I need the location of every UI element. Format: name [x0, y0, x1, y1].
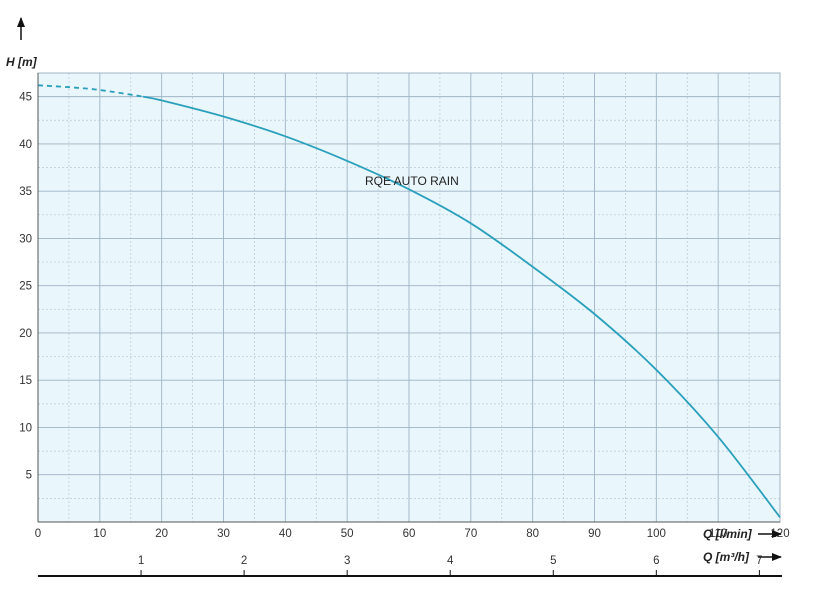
y-tick-label: 25 [19, 281, 32, 293]
x2-tick-label: 3 [344, 555, 350, 567]
x-tick-label: 80 [526, 528, 539, 540]
y-tick-label: 40 [19, 139, 32, 151]
x2-tick-label: 1 [138, 555, 144, 567]
series-curve-dashed [37, 84, 144, 98]
y-tick-labels: 5 10 15 20 25 30 35 40 45 [19, 92, 32, 482]
x-tick-labels: 0 10 20 30 40 50 60 70 80 90 100 110 120 [35, 528, 790, 540]
x-tick-label: 50 [341, 528, 354, 540]
x2-tick-label: 7 [756, 555, 762, 567]
y-tick-label: 10 [19, 422, 32, 434]
y-tick-label: 20 [19, 328, 32, 340]
x-tick-label: 100 [647, 528, 666, 540]
y-axis-label: H [m] [6, 55, 38, 69]
y-tick-label: 15 [19, 375, 32, 387]
x2-tick-labels: 1 2 3 4 5 6 7 [138, 555, 763, 576]
x2-tick-label: 4 [447, 555, 454, 567]
x-tick-label: 20 [155, 528, 168, 540]
x-axis-label: Q [l/min] [703, 527, 753, 541]
y-tick-label: 35 [19, 186, 32, 198]
y-tick-label: 5 [26, 470, 32, 482]
y-tick-label: 30 [19, 233, 32, 245]
series-label: RQE AUTO RAIN [365, 174, 459, 188]
x2-axis-label: Q [m³/h] [703, 550, 750, 564]
x-tick-label: 30 [217, 528, 230, 540]
x-tick-label: 70 [464, 528, 477, 540]
x2-tick-label: 2 [241, 555, 247, 567]
x-tick-label: 40 [279, 528, 292, 540]
x-tick-label: 0 [35, 528, 41, 540]
x-tick-label: 90 [588, 528, 601, 540]
x2-tick-label: 5 [550, 555, 556, 567]
series-curve [142, 95, 781, 518]
x-tick-label: 60 [403, 528, 416, 540]
y-tick-label: 45 [19, 92, 32, 104]
x-tick-label: 110 [709, 528, 727, 540]
x2-tick-label: 6 [653, 555, 659, 567]
curve-group [37, 84, 781, 518]
grid-lines [38, 73, 780, 522]
x-tick-label: 10 [93, 528, 106, 540]
